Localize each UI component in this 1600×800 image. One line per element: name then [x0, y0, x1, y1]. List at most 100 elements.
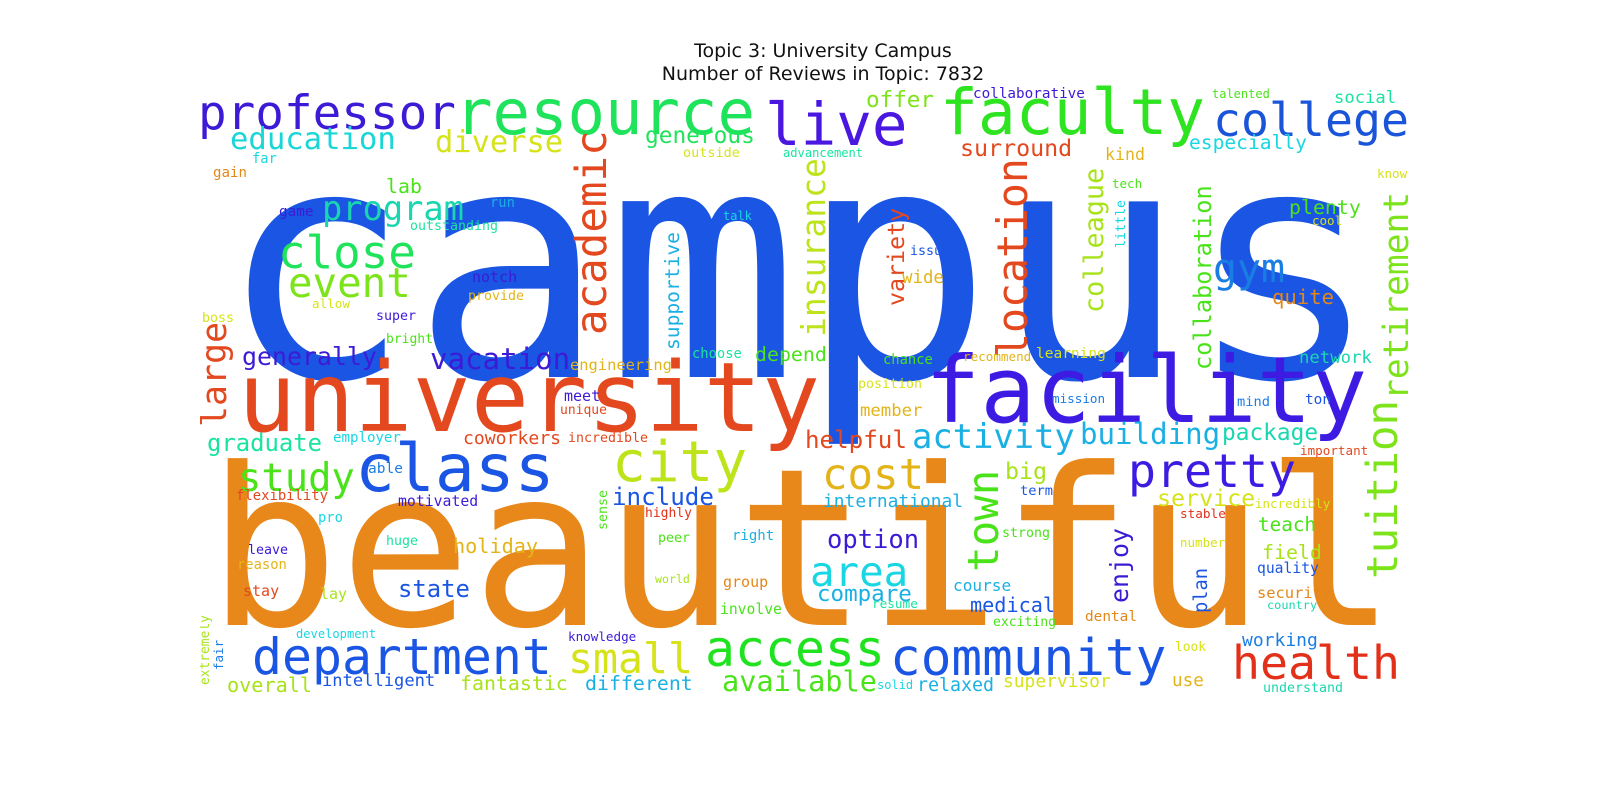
word-program: program — [322, 189, 464, 228]
word-tech: tech — [1112, 176, 1143, 191]
word-fair: fair — [211, 639, 226, 670]
word-position: position — [858, 377, 923, 392]
word-recommend: recommend — [963, 349, 1032, 364]
word-cost: cost — [822, 450, 925, 499]
word-incredibly: incredibly — [1255, 496, 1331, 511]
word-facility: facility — [925, 337, 1368, 444]
word-little: little — [1114, 199, 1129, 248]
word-able: able — [368, 461, 403, 477]
word-security: security — [1257, 584, 1332, 602]
word-important: important — [1300, 443, 1369, 458]
word-supervisor: supervisor — [1003, 671, 1111, 692]
word-holiday: holiday — [453, 534, 539, 558]
word-strong: strong — [1002, 526, 1051, 541]
word-department: department — [252, 628, 552, 686]
word-peer: peer — [658, 531, 691, 546]
word-service: service — [1157, 485, 1256, 512]
word-building: building — [1080, 417, 1221, 451]
word-intelligent: intelligent — [322, 671, 436, 691]
word-reason: reason — [237, 557, 287, 573]
word-know: know — [1377, 166, 1408, 181]
word-number: number — [1180, 535, 1226, 550]
word-bright: bright — [386, 332, 433, 347]
word-retirement: retirement — [1377, 191, 1415, 400]
word-helpful: helpful — [805, 426, 907, 454]
word-health: health — [1232, 636, 1400, 690]
word-study: study — [238, 456, 355, 501]
word-variety: variety — [883, 207, 910, 306]
word-university: university — [238, 341, 821, 454]
word-area: area — [810, 548, 909, 596]
word-class: class — [355, 429, 555, 507]
word-kind: kind — [1105, 145, 1145, 164]
word-ton: ton — [1305, 392, 1331, 408]
word-large: large — [200, 321, 235, 427]
word-enjoy: enjoy — [1105, 528, 1134, 603]
word-sense: sense — [596, 489, 611, 530]
word-right: right — [732, 528, 775, 544]
word-plan: plan — [1191, 567, 1212, 613]
word-access: access — [705, 620, 885, 678]
word-graduate: graduate — [207, 429, 323, 457]
word-engineering: engineering — [570, 356, 672, 374]
word-wide: wide — [902, 268, 944, 288]
word-notch: notch — [472, 268, 518, 286]
word-cool: cool — [1312, 213, 1343, 228]
word-choose: choose — [692, 346, 742, 362]
word-chance: chance — [883, 352, 933, 368]
word-generally: generally — [242, 342, 377, 371]
word-run: run — [490, 195, 515, 211]
word-collaboration: collaboration — [1189, 185, 1217, 370]
word-especially: especially — [1189, 131, 1307, 154]
word-social: social — [1334, 88, 1397, 108]
word-solid: solid — [877, 678, 914, 692]
word-colleague: colleague — [1079, 167, 1110, 313]
word-location: location — [988, 158, 1037, 358]
word-unique: unique — [560, 403, 607, 418]
word-lay: lay — [320, 585, 348, 603]
word-provide: provide — [468, 289, 525, 304]
word-community: community — [890, 629, 1167, 688]
word-motivated: motivated — [398, 493, 479, 510]
word-term: term — [1020, 483, 1053, 499]
word-city: city — [612, 430, 748, 495]
word-quite: quite — [1272, 285, 1334, 309]
word-meet: meet — [564, 387, 601, 405]
word-education: education — [230, 122, 396, 157]
word-teach: teach — [1258, 513, 1317, 536]
word-diverse: diverse — [435, 125, 564, 160]
word-academic: academic — [568, 130, 617, 335]
word-leave: leave — [248, 543, 289, 558]
word-talk: talk — [723, 209, 752, 223]
word-development: development — [296, 627, 377, 641]
word-town: town — [960, 469, 1009, 572]
word-plenty: plenty — [1289, 196, 1361, 219]
word-small: small — [568, 634, 693, 683]
word-professor: professor — [200, 86, 456, 141]
word-issue: issue — [910, 244, 951, 259]
word-medical: medical — [970, 593, 1056, 617]
word-knowledge: knowledge — [568, 629, 637, 644]
word-depend: depend — [755, 343, 827, 366]
word-coworkers: coworkers — [463, 428, 562, 449]
word-lab: lab — [386, 175, 422, 198]
word-advancement: advancement — [783, 146, 864, 160]
word-gym: gym — [1213, 246, 1286, 292]
word-campus: campus — [218, 85, 1381, 453]
word-boss: boss — [202, 311, 235, 326]
word-understand: understand — [1263, 681, 1344, 696]
word-field: field — [1262, 541, 1322, 564]
word-different: different — [585, 672, 693, 695]
word-dental: dental — [1085, 609, 1137, 625]
word-quality: quality — [1257, 560, 1319, 577]
word-game: game — [279, 204, 314, 220]
word-flexibility: flexibility — [236, 488, 328, 504]
word-option: option — [827, 525, 920, 555]
word-generous: generous — [645, 123, 755, 149]
word-employer: employer — [333, 430, 401, 446]
word-learning: learning — [1036, 346, 1106, 362]
word-highly: highly — [645, 506, 692, 521]
word-activity: activity — [912, 417, 1075, 456]
word-involve: involve — [720, 601, 782, 618]
word-working: working — [1242, 630, 1318, 651]
